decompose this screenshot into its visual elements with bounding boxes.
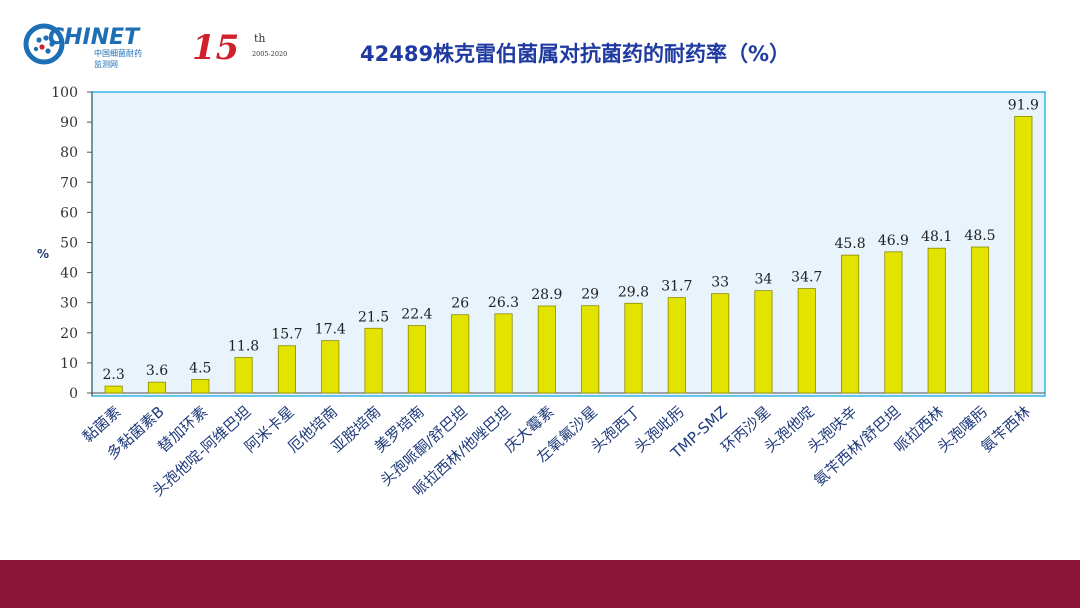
anniversary-suffix: th [254, 32, 266, 45]
y-ticks: 0 10 20 30 40 50 60 70 80 90 100 [51, 85, 92, 402]
bar-value-label: 21.5 [358, 309, 389, 325]
y-tick-label: 40 [60, 266, 78, 282]
bar [624, 302, 643, 394]
bar-value-label: 48.1 [921, 229, 952, 245]
bar-value-label: 29 [581, 287, 599, 303]
y-tick-label: 80 [60, 145, 78, 161]
bar [667, 297, 686, 394]
bar [841, 254, 860, 394]
bar [970, 246, 990, 394]
data-labels: 2.3 3.6 4.5 11.8 15.7 17.4 21.5 22.4 26 26.3 28.9 2… [103, 97, 1039, 383]
y-tick-label: 50 [60, 236, 78, 252]
bar-value-label: 28.9 [531, 287, 562, 303]
y-tick-label: 90 [60, 115, 78, 131]
y-tick-label: 20 [60, 326, 78, 342]
footer-band [0, 560, 1080, 608]
bar [884, 251, 903, 394]
bar [321, 340, 340, 394]
chart-title: 42489株克雷伯菌属对抗菌药的耐药率（%） [360, 42, 791, 66]
bar-value-label: 31.7 [661, 279, 692, 295]
bar-value-label: 34 [755, 272, 773, 288]
bar [147, 381, 167, 394]
bar [754, 290, 773, 394]
bar-value-label: 26 [451, 296, 469, 312]
chinet-globe-icon [23, 23, 65, 65]
y-axis-label: % [37, 247, 49, 261]
bar-value-label: 4.5 [189, 360, 211, 376]
bar-value-label: 22.4 [401, 307, 432, 323]
bar-value-label: 3.6 [146, 363, 168, 379]
bar [797, 288, 816, 394]
bar [927, 247, 946, 394]
bar [104, 385, 123, 394]
bar-value-label: 46.9 [878, 233, 909, 249]
bar-value-label: 17.4 [315, 322, 346, 338]
bar-value-label: 34.7 [791, 270, 822, 286]
bar-value-label: 29.8 [618, 284, 649, 300]
bar [711, 293, 730, 394]
bar-value-label: 26.3 [488, 295, 519, 311]
y-tick-label: 100 [51, 85, 78, 101]
y-tick-label: 60 [60, 205, 78, 221]
bar [537, 305, 556, 394]
bar [277, 345, 296, 394]
bar [451, 314, 470, 394]
bar-value-label: 48.5 [964, 228, 995, 244]
bar-value-label: 45.8 [834, 236, 865, 252]
anniversary-years: 2005-2020 [252, 50, 287, 58]
bar [407, 325, 426, 394]
y-tick-label: 10 [60, 356, 78, 372]
bar [364, 327, 383, 394]
bar-value-label: 91.9 [1008, 97, 1039, 113]
bar-value-label: 15.7 [271, 327, 302, 343]
bar-chart: % 0 10 20 30 40 50 60 70 80 90 100 2.3 3.6 4.5 11.8 15… [37, 85, 1046, 500]
bar [1014, 115, 1033, 394]
anniversary-number: 15 [192, 28, 239, 68]
logo-subtitle: 中国细菌耐药 [94, 48, 142, 58]
bar-value-label: 11.8 [228, 338, 259, 354]
y-tick-label: 70 [60, 175, 78, 191]
bar [581, 305, 600, 394]
logo-subtitle-2: 监测网 [94, 59, 118, 69]
x-tick-labels: 黏菌素多黏菌素B替加环素头孢他啶-阿维巴坦阿米卡星厄他培南亚胺培南美罗培南头孢哌… [79, 403, 1034, 500]
bar [234, 357, 253, 394]
y-tick-label: 0 [69, 386, 78, 402]
y-tick-label: 30 [60, 296, 78, 312]
logo-text: CHINET [48, 25, 141, 50]
bars [104, 115, 1033, 394]
bar-value-label: 33 [711, 275, 729, 291]
bar [191, 379, 210, 394]
bar-value-label: 2.3 [103, 367, 125, 383]
chinet-logo: CHINET 中国细菌耐药 监测网 15 th 2005-2020 [23, 23, 287, 69]
bar [494, 313, 513, 394]
